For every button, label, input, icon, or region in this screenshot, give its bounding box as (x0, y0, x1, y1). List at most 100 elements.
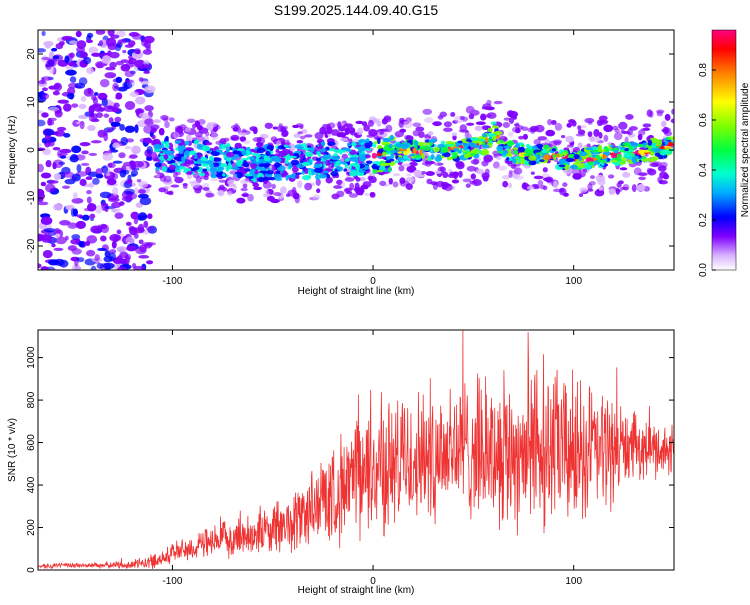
heatmap-cell (339, 137, 349, 142)
heatmap-cell (344, 163, 348, 169)
heatmap-cell (192, 165, 200, 171)
heatmap-cell (670, 118, 674, 124)
heatmap-cell (330, 170, 339, 177)
heatmap-cell (185, 160, 195, 165)
heatmap-cell (447, 168, 453, 173)
heatmap-cell (539, 159, 545, 163)
heatmap-cell (412, 130, 420, 137)
heatmap-cell (458, 129, 469, 133)
heatmap-cell (147, 213, 153, 220)
heatmap-cell (490, 121, 497, 125)
heatmap-cell (297, 131, 303, 135)
heatmap-cell (281, 141, 286, 146)
heatmap-cell (264, 189, 270, 196)
heatmap-cell (202, 187, 210, 191)
heatmap-cell (301, 128, 308, 134)
heatmap-cell (664, 113, 671, 121)
heatmap-cell (493, 100, 503, 105)
heatmap-cell (78, 114, 89, 119)
heatmap-cell (210, 178, 219, 182)
heatmap-cell (367, 119, 374, 127)
heatmap-cell (74, 258, 79, 267)
heatmap-cell (469, 153, 477, 156)
heatmap-cell (412, 147, 417, 153)
heatmap-cell (184, 150, 191, 157)
heatmap-cell (344, 158, 350, 162)
heatmap-cell (67, 222, 78, 229)
heatmap-cell (344, 177, 355, 182)
heatmap-cell (114, 212, 124, 220)
heatmap-cell (87, 171, 99, 177)
heatmap-cell (106, 37, 117, 47)
heatmap-cell (168, 117, 175, 122)
heatmap-cell (186, 171, 193, 175)
heatmap-cell (343, 168, 348, 172)
heatmap-cell (55, 236, 67, 245)
heatmap-cell (185, 134, 192, 142)
heatmap-cell (341, 153, 348, 160)
heatmap-cell (225, 142, 231, 148)
colorbar-tick-label: 0.2 (698, 213, 709, 227)
heatmap-cell (174, 176, 184, 184)
heatmap-cell (531, 145, 538, 150)
heatmap-cell (78, 103, 87, 110)
heatmap-cell (302, 161, 310, 166)
heatmap-cell (210, 151, 220, 157)
heatmap-cell (496, 156, 502, 160)
heatmap-cell (105, 172, 111, 177)
heatmap-cell (138, 181, 149, 188)
heatmap-cell (112, 187, 119, 196)
heatmap-cell (78, 77, 88, 86)
heatmap-cell (262, 176, 271, 181)
heatmap-cell (58, 161, 66, 166)
snr-ytick-label: 600 (26, 434, 37, 451)
heatmap-cell (371, 152, 377, 159)
heatmap-cell (115, 76, 123, 84)
heatmap-cell (211, 171, 215, 177)
heatmap-cell (158, 187, 166, 193)
heatmap-cell (169, 159, 176, 164)
heatmap-cell (591, 165, 595, 169)
heatmap-cell (135, 202, 143, 208)
heatmap-cell (97, 92, 107, 100)
heatmap-cell (483, 154, 493, 163)
heatmap-cell (104, 72, 117, 79)
heatmap-cell (71, 103, 79, 108)
heatmap-cell (281, 148, 290, 156)
heatmap-cell (383, 115, 392, 121)
heatmap-cell (399, 180, 410, 187)
heatmap-cell (176, 126, 183, 130)
heatmap-cell (150, 128, 158, 132)
heatmap-cell (633, 167, 642, 176)
heatmap-cell (537, 179, 544, 186)
heatmap-cell (230, 136, 238, 141)
heatmap-cell (73, 192, 78, 200)
snr-ylabel: SNR (10 * v/v) (7, 418, 18, 482)
heatmap-cell (160, 159, 164, 164)
heatmap-cell (52, 146, 61, 151)
heatmap-cell (119, 169, 127, 178)
heatmap-cell (228, 183, 237, 187)
heatmap-cell (597, 144, 603, 151)
heatmap-cell (584, 117, 595, 124)
heatmap-cell (423, 117, 434, 124)
heatmap-cell (481, 172, 490, 180)
heatmap-cell (301, 170, 306, 175)
heatmap-cell (45, 183, 56, 193)
heatmap-cell (217, 167, 221, 173)
heatmap-cell (386, 155, 392, 161)
heatmap-cell (70, 208, 76, 217)
snr-frame (37, 329, 675, 571)
heatmap-cell (176, 158, 183, 162)
heatmap-cell (331, 162, 335, 169)
heatmap-cell (218, 189, 224, 197)
heatmap-cell (129, 91, 139, 97)
heatmap-cell (524, 159, 528, 166)
heatmap-cell (660, 120, 667, 128)
heatmap-cell (513, 167, 523, 175)
heatmap-cell (107, 105, 114, 110)
heatmap-cell (193, 139, 200, 145)
heatmap-cell (79, 120, 85, 130)
heatmap-cell (582, 168, 588, 173)
heatmap-cell (593, 128, 600, 137)
